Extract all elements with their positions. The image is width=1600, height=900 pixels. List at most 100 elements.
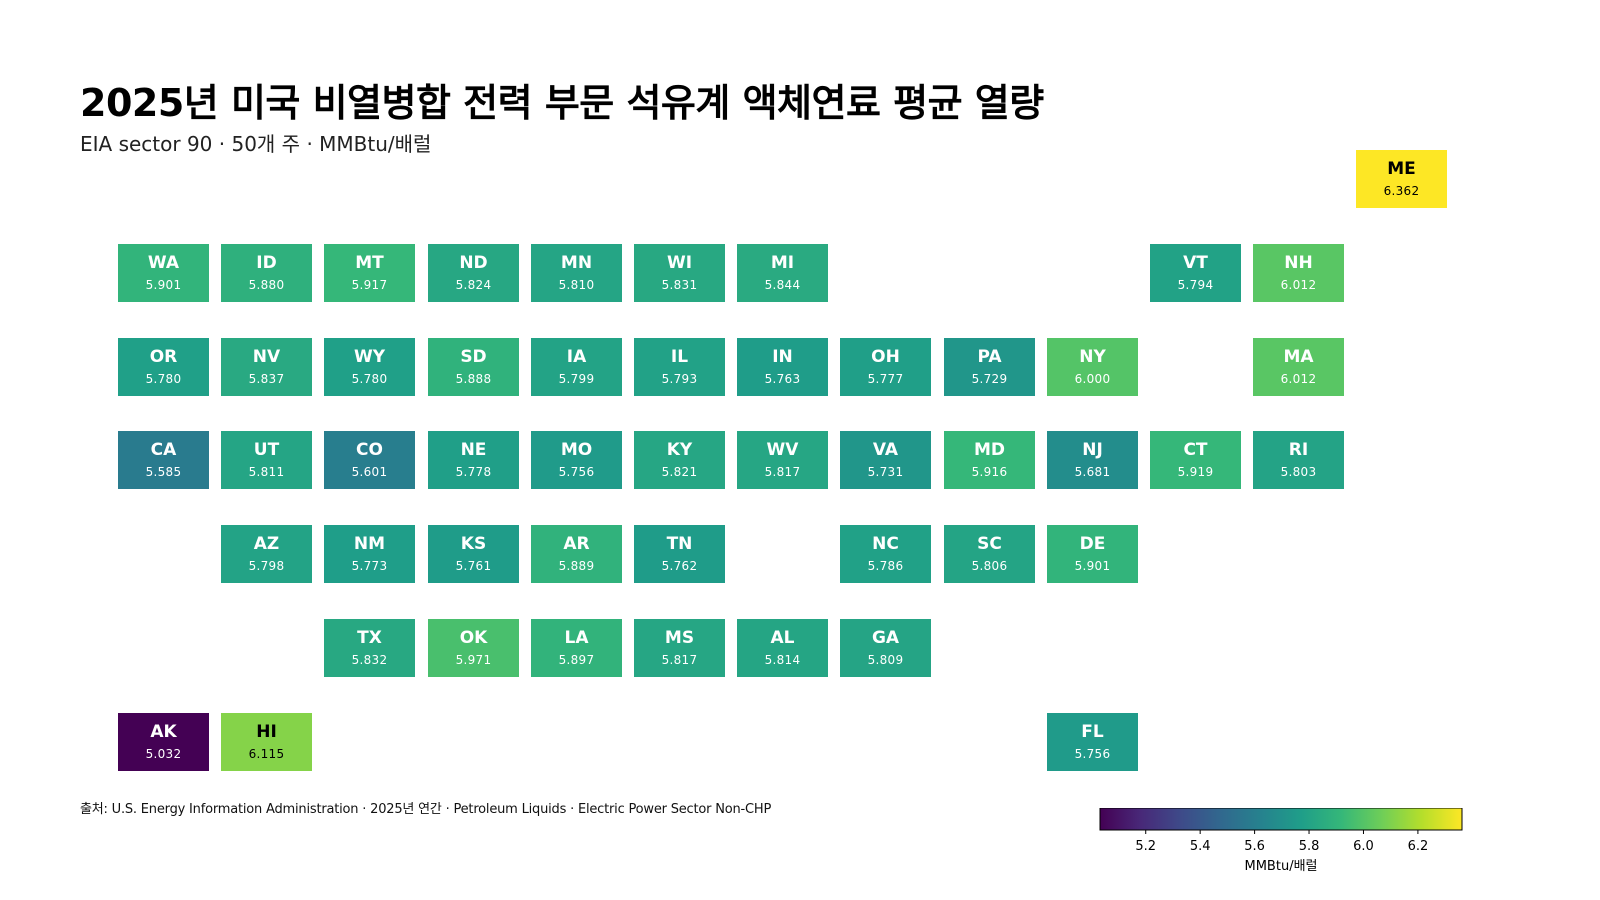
state-abbr: AK	[150, 722, 177, 742]
state-abbr: SD	[460, 347, 487, 367]
state-tile-sd: SD 5.888	[428, 338, 519, 396]
state-value: 5.811	[248, 465, 285, 479]
state-abbr: AR	[563, 534, 590, 554]
state-tile-pa: PA 5.729	[944, 338, 1035, 396]
color-scale-tick-label: 5.6	[1244, 839, 1265, 854]
state-abbr: CA	[150, 440, 177, 460]
state-tile-ri: RI 5.803	[1253, 431, 1344, 489]
state-value: 5.799	[558, 372, 595, 386]
state-abbr: HI	[256, 722, 277, 742]
state-abbr: LA	[564, 628, 589, 648]
state-value: 5.880	[248, 278, 285, 292]
state-value: 6.362	[1383, 184, 1420, 198]
state-abbr: IA	[566, 347, 587, 367]
state-value: 5.773	[351, 559, 388, 573]
state-value: 5.901	[1074, 559, 1111, 573]
state-value: 5.780	[351, 372, 388, 386]
state-abbr: MO	[560, 440, 593, 460]
state-tile-hi: HI 6.115	[221, 713, 312, 771]
state-value: 5.756	[1074, 747, 1111, 761]
state-abbr: KY	[666, 440, 693, 460]
state-abbr: MS	[664, 628, 695, 648]
state-abbr: SC	[977, 534, 1002, 554]
state-value: 5.780	[145, 372, 182, 386]
source-note: 출처: U.S. Energy Information Administrati…	[80, 802, 772, 817]
state-tile-id: ID 5.880	[221, 244, 312, 302]
state-abbr: FL	[1081, 722, 1104, 742]
state-tile-ma: MA 6.012	[1253, 338, 1344, 396]
state-tile-ky: KY 5.821	[634, 431, 725, 489]
state-tile-in: IN 5.763	[737, 338, 828, 396]
state-abbr: NC	[872, 534, 899, 554]
state-tile-ks: KS 5.761	[428, 525, 519, 583]
state-abbr: NE	[460, 440, 487, 460]
state-value: 6.012	[1280, 372, 1317, 386]
state-abbr: OR	[149, 347, 178, 367]
state-value: 5.585	[145, 465, 182, 479]
state-abbr: PA	[977, 347, 1002, 367]
state-abbr: VA	[872, 440, 899, 460]
state-abbr: TX	[357, 628, 382, 648]
state-value: 5.916	[971, 465, 1008, 479]
color-scale-tick-label: 5.2	[1135, 839, 1156, 854]
state-abbr: WA	[147, 253, 180, 273]
state-tile-la: LA 5.897	[531, 619, 622, 677]
state-abbr: NJ	[1082, 440, 1103, 460]
state-abbr: MI	[770, 253, 795, 273]
state-value: 5.897	[558, 653, 595, 667]
state-abbr: WV	[766, 440, 799, 460]
state-abbr: AL	[770, 628, 795, 648]
state-value: 5.889	[558, 559, 595, 573]
state-value: 5.810	[558, 278, 595, 292]
state-value: 5.832	[351, 653, 388, 667]
chart-title: 2025년 미국 비열병합 전력 부문 석유계 액체연료 평균 열량	[80, 81, 1044, 125]
state-value: 5.817	[764, 465, 801, 479]
state-tile-ok: OK 5.971	[428, 619, 519, 677]
state-tile-ut: UT 5.811	[221, 431, 312, 489]
state-tile-vt: VT 5.794	[1150, 244, 1241, 302]
state-tile-nm: NM 5.773	[324, 525, 415, 583]
state-value: 5.763	[764, 372, 801, 386]
state-abbr: KS	[460, 534, 487, 554]
state-value: 5.814	[764, 653, 801, 667]
state-tile-mi: MI 5.844	[737, 244, 828, 302]
state-value: 5.786	[867, 559, 904, 573]
state-abbr: ID	[256, 253, 277, 273]
state-value: 5.821	[661, 465, 698, 479]
state-tile-md: MD 5.916	[944, 431, 1035, 489]
state-abbr: VT	[1183, 253, 1208, 273]
state-tile-co: CO 5.601	[324, 431, 415, 489]
state-abbr: ND	[459, 253, 488, 273]
chart-subtitle: EIA sector 90 · 50개 주 · MMBtu/배럴	[80, 132, 432, 156]
state-abbr: MA	[1283, 347, 1314, 367]
state-tile-mo: MO 5.756	[531, 431, 622, 489]
state-value: 5.761	[455, 559, 492, 573]
color-scale-label: MMBtu/배럴	[1245, 859, 1318, 874]
state-value: 5.778	[455, 465, 492, 479]
state-tile-al: AL 5.814	[737, 619, 828, 677]
state-tile-ca: CA 5.585	[118, 431, 209, 489]
state-value: 5.729	[971, 372, 1008, 386]
state-abbr: CO	[356, 440, 383, 460]
state-tile-tx: TX 5.832	[324, 619, 415, 677]
state-abbr: IL	[670, 347, 689, 367]
state-tile-wa: WA 5.901	[118, 244, 209, 302]
color-scale-bar	[1099, 808, 1463, 831]
state-value: 5.762	[661, 559, 698, 573]
color-scale-tick-label: 5.4	[1190, 839, 1211, 854]
state-tile-tn: TN 5.762	[634, 525, 725, 583]
state-tile-oh: OH 5.777	[840, 338, 931, 396]
state-value: 5.844	[764, 278, 801, 292]
state-tile-fl: FL 5.756	[1047, 713, 1138, 771]
color-scale-legend: 5.2 5.4 5.6 5.8 6.0 6.2 MMBtu/배럴	[1099, 808, 1463, 874]
state-abbr: MD	[973, 440, 1006, 460]
state-value: 5.837	[248, 372, 285, 386]
state-value: 6.000	[1074, 372, 1111, 386]
state-value: 5.793	[661, 372, 698, 386]
state-tile-az: AZ 5.798	[221, 525, 312, 583]
state-value: 5.831	[661, 278, 698, 292]
state-abbr: IN	[772, 347, 793, 367]
state-abbr: AZ	[253, 534, 280, 554]
state-value: 5.917	[351, 278, 388, 292]
state-tile-or: OR 5.780	[118, 338, 209, 396]
